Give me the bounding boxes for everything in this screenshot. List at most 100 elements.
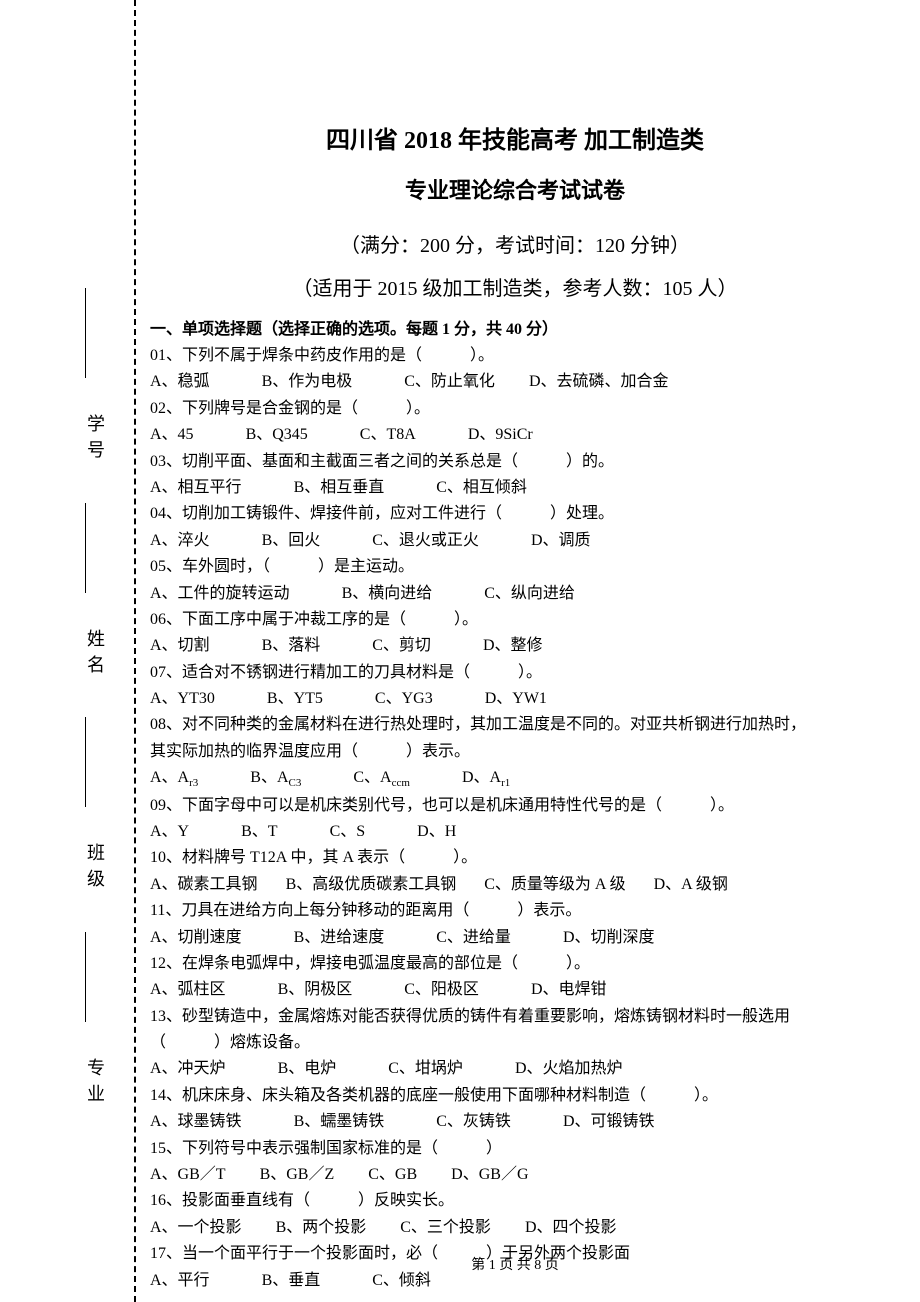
q16-b: B、两个投影 <box>276 1215 367 1241</box>
q12-options: A、弧柱区 B、阴极区 C、阳极区 D、电焊钳 <box>150 977 880 1003</box>
q03-a: A、相互平行 <box>150 475 242 501</box>
q14-d: D、可锻铸铁 <box>563 1109 655 1135</box>
q08-c: C、Accm <box>353 765 410 792</box>
q03-text: 03、切削平面、基面和主截面三者之间的关系总是（ ）的。 <box>150 449 880 475</box>
q01-options: A、稳弧 B、作为电极 C、防止氧化 D、去硫磷、加合金 <box>150 369 880 395</box>
q14-c: C、灰铸铁 <box>436 1109 511 1135</box>
q04-text: 04、切削加工铸锻件、焊接件前，应对工件进行（ ）处理。 <box>150 501 880 527</box>
q11-c: C、进给量 <box>436 925 511 951</box>
q06-c: C、剪切 <box>372 633 431 659</box>
q08-d: D、Ar1 <box>462 765 510 792</box>
q08-d-sub: r1 <box>501 777 510 789</box>
q08-text2: 其实际加热的临界温度应用（ ）表示。 <box>150 739 880 765</box>
q11-a: A、切削速度 <box>150 925 242 951</box>
q03-options: A、相互平行 B、相互垂直 C、相互倾斜 <box>150 475 880 501</box>
section-title: 一、单项选择题（选择正确的选项。每题 1 分，共 40 分） <box>150 315 880 339</box>
q11-b: B、进给速度 <box>294 925 385 951</box>
q01-b: B、作为电极 <box>262 369 353 395</box>
label-xuehao: 学号 <box>82 414 108 466</box>
q05-b: B、横向进给 <box>342 581 433 607</box>
underline <box>85 503 105 593</box>
meta-audience: （适用于 2015 级加工制造类，参考人数：105 人） <box>150 272 880 301</box>
q09-a: A、Y <box>150 819 189 845</box>
q02-a: A、45 <box>150 422 194 448</box>
q15-options: A、GB／T B、GB／Z C、GB D、GB／G <box>150 1162 880 1188</box>
q12-a: A、弧柱区 <box>150 977 226 1003</box>
q09-text: 09、下面字母中可以是机床类别代号，也可以是机床通用特性代号的是（ ）。 <box>150 793 880 819</box>
q15-b: B、GB／Z <box>260 1162 335 1188</box>
q06-b: B、落料 <box>262 633 321 659</box>
q06-text: 06、下面工序中属于冲裁工序的是（ ）。 <box>150 607 880 633</box>
q09-d: D、H <box>417 819 456 845</box>
title-sub: 专业理论综合考试试卷 <box>150 173 880 205</box>
q02-b: B、Q345 <box>246 422 308 448</box>
q10-options: A、碳素工具钢 B、高级优质碳素工具钢 C、质量等级为 A 级 D、A 级钢 <box>150 872 880 898</box>
q04-options: A、淬火 B、回火 C、退火或正火 D、调质 <box>150 528 880 554</box>
q10-text: 10、材料牌号 T12A 中，其 A 表示（ ）。 <box>150 845 880 871</box>
q06-d: D、整修 <box>483 633 543 659</box>
q16-c: C、三个投影 <box>400 1215 491 1241</box>
q14-a: A、球墨铸铁 <box>150 1109 242 1135</box>
q02-text: 02、下列牌号是合金钢的是（ ）。 <box>150 396 880 422</box>
label-banji: 班级 <box>82 843 108 895</box>
q01-a: A、稳弧 <box>150 369 210 395</box>
q10-c: C、质量等级为 A 级 <box>484 872 625 898</box>
q08-a-sub: r3 <box>189 777 198 789</box>
q07-options: A、YT30 B、YT5 C、YG3 D、YW1 <box>150 686 880 712</box>
q14-text: 14、机床床身、床头箱及各类机器的底座一般使用下面哪种材料制造（ ）。 <box>150 1083 880 1109</box>
q10-d: D、A 级钢 <box>654 872 728 898</box>
q16-d: D、四个投影 <box>525 1215 617 1241</box>
q07-text: 07、适合对不锈钢进行精加工的刀具材料是（ ）。 <box>150 660 880 686</box>
q12-c: C、阳极区 <box>404 977 479 1003</box>
q04-a: A、淬火 <box>150 528 210 554</box>
q09-c: C、S <box>330 819 366 845</box>
q06-options: A、切割 B、落料 C、剪切 D、整修 <box>150 633 880 659</box>
q14-b: B、蠕墨铸铁 <box>294 1109 385 1135</box>
q16-a: A、一个投影 <box>150 1215 242 1241</box>
q03-b: B、相互垂直 <box>294 475 385 501</box>
q12-b: B、阴极区 <box>278 977 353 1003</box>
label-zhuanye: 专业 <box>82 1058 108 1110</box>
q08-b-sub: C3 <box>289 777 302 789</box>
q05-text: 05、车外圆时，（ ）是主运动。 <box>150 554 880 580</box>
page-content: 四川省 2018 年技能高考 加工制造类 专业理论综合考试试卷 （满分：200 … <box>150 120 880 1294</box>
q02-c: C、T8A <box>360 422 416 448</box>
q05-a: A、工件的旋转运动 <box>150 581 290 607</box>
q07-a: A、YT30 <box>150 686 215 712</box>
q13-text1: 13、砂型铸造中，金属熔炼对能否获得优质的铸件有着重要影响，熔炼铸钢材料时一般选… <box>150 1004 880 1030</box>
q07-b: B、YT5 <box>267 686 323 712</box>
q12-text: 12、在焊条电弧焊中，焊接电弧温度最高的部位是（ ）。 <box>150 951 880 977</box>
q08-c-pre: C、A <box>353 769 391 786</box>
q08-b: B、AC3 <box>250 765 301 792</box>
title-main: 四川省 2018 年技能高考 加工制造类 <box>150 120 880 155</box>
q01-text: 01、下列不属于焊条中药皮作用的是（ ）。 <box>150 343 880 369</box>
q02-d: D、9SiCr <box>468 422 533 448</box>
q02-options: A、45 B、Q345 C、T8A D、9SiCr <box>150 422 880 448</box>
q04-c: C、退火或正火 <box>372 528 479 554</box>
label-xingming: 姓名 <box>82 629 108 681</box>
q09-options: A、Y B、T C、S D、H <box>150 819 880 845</box>
q08-a: A、Ar3 <box>150 765 198 792</box>
q08-options: A、Ar3 B、AC3 C、Accm D、Ar1 <box>150 765 880 792</box>
q13-d: D、火焰加热炉 <box>515 1056 623 1082</box>
q08-d-pre: D、A <box>462 769 501 786</box>
q11-text: 11、刀具在进给方向上每分钟移动的距离用（ ）表示。 <box>150 898 880 924</box>
underline <box>85 932 105 1022</box>
q03-c: C、相互倾斜 <box>436 475 527 501</box>
meta-score-time: （满分：200 分，考试时间：120 分钟） <box>150 229 880 258</box>
q13-text2: （ ）熔炼设备。 <box>150 1030 880 1056</box>
q13-c: C、坩埚炉 <box>388 1056 463 1082</box>
binding-dashed-line <box>134 0 136 1302</box>
q06-a: A、切割 <box>150 633 210 659</box>
q15-text: 15、下列符号中表示强制国家标准的是（ ） <box>150 1136 880 1162</box>
q13-options: A、冲天炉 B、电炉 C、坩埚炉 D、火焰加热炉 <box>150 1056 880 1082</box>
q07-c: C、YG3 <box>375 686 433 712</box>
q13-b: B、电炉 <box>278 1056 337 1082</box>
page-footer: 第 1 页 共 8 页 <box>150 1254 880 1274</box>
q11-d: D、切削深度 <box>563 925 655 951</box>
q08-c-sub: ccm <box>392 777 410 789</box>
q11-options: A、切削速度 B、进给速度 C、进给量 D、切削深度 <box>150 925 880 951</box>
q08-b-pre: B、A <box>250 769 288 786</box>
underline <box>85 717 105 807</box>
q05-c: C、纵向进给 <box>484 581 575 607</box>
